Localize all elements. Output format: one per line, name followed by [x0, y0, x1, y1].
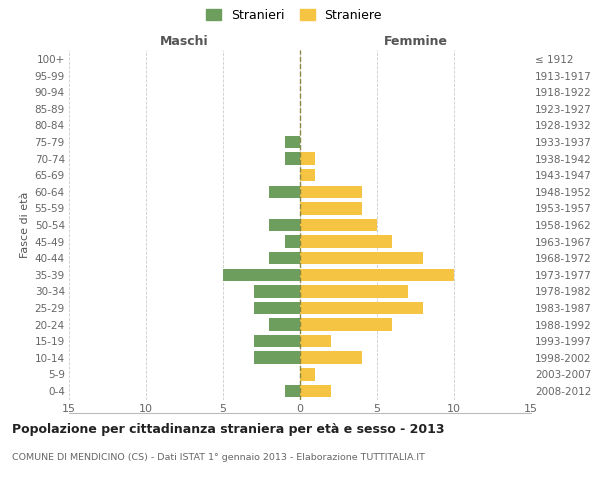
Legend: Stranieri, Straniere: Stranieri, Straniere	[206, 8, 382, 22]
Bar	[300, 169, 316, 181]
Bar	[300, 285, 408, 298]
Y-axis label: Anni di nascita: Anni di nascita	[598, 184, 600, 266]
Bar	[300, 368, 316, 380]
Bar	[300, 236, 392, 248]
Bar	[254, 352, 300, 364]
Bar	[300, 335, 331, 347]
Bar	[284, 384, 300, 397]
Bar	[269, 219, 300, 231]
Bar	[300, 268, 454, 281]
Bar	[300, 202, 362, 214]
Bar	[269, 186, 300, 198]
Bar	[269, 252, 300, 264]
Bar	[223, 268, 300, 281]
Bar	[284, 152, 300, 165]
Bar	[254, 335, 300, 347]
Bar	[300, 186, 362, 198]
Bar	[300, 318, 392, 330]
Text: Popolazione per cittadinanza straniera per età e sesso - 2013: Popolazione per cittadinanza straniera p…	[12, 422, 445, 436]
Text: COMUNE DI MENDICINO (CS) - Dati ISTAT 1° gennaio 2013 - Elaborazione TUTTITALIA.: COMUNE DI MENDICINO (CS) - Dati ISTAT 1°…	[12, 452, 425, 462]
Bar	[300, 302, 423, 314]
Bar	[254, 285, 300, 298]
Y-axis label: Fasce di età: Fasce di età	[20, 192, 31, 258]
Bar	[300, 352, 362, 364]
Bar	[254, 302, 300, 314]
Bar	[284, 236, 300, 248]
Bar	[284, 136, 300, 148]
Bar	[300, 252, 423, 264]
Bar	[300, 152, 316, 165]
Bar	[300, 219, 377, 231]
Text: Femmine: Femmine	[383, 34, 448, 48]
Bar	[269, 318, 300, 330]
Bar	[300, 384, 331, 397]
Text: Maschi: Maschi	[160, 34, 209, 48]
